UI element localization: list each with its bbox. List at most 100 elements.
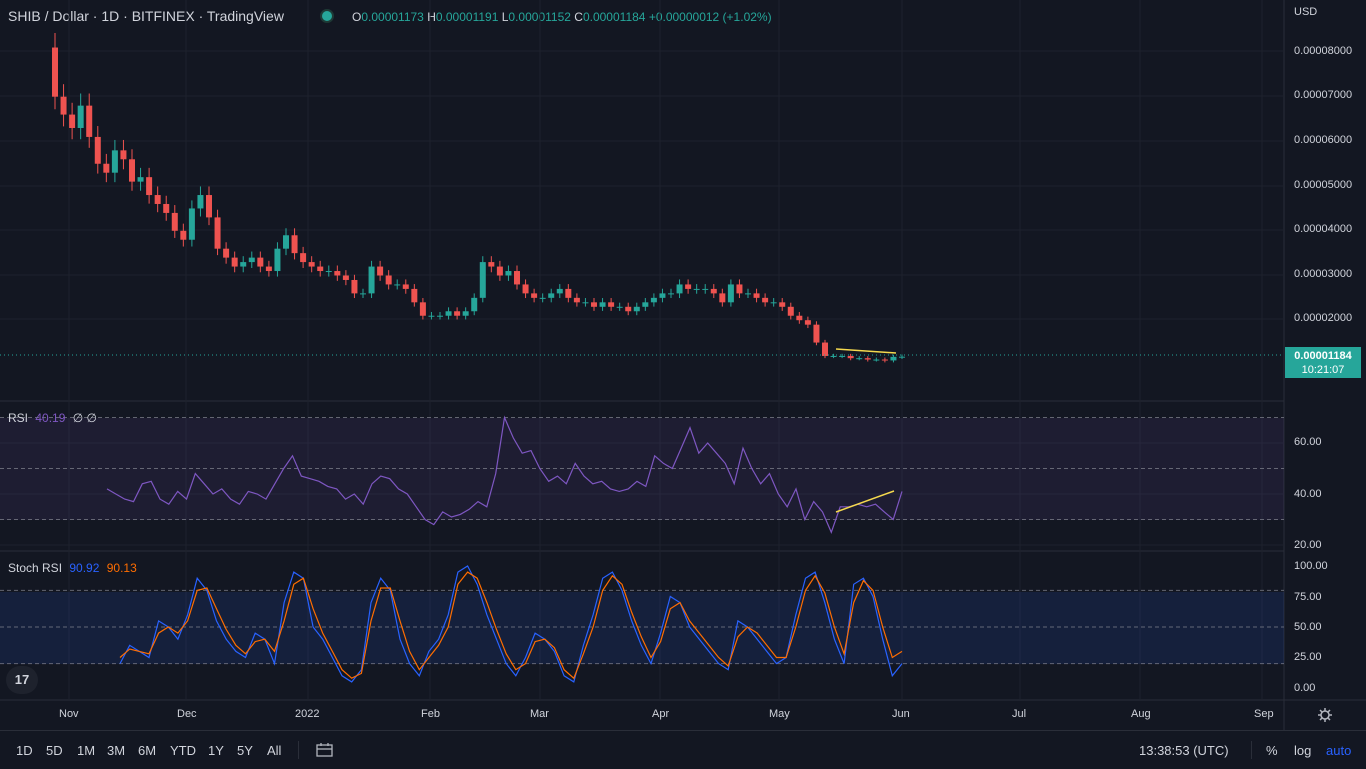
range-6m-button[interactable]: 6M [138, 743, 157, 758]
candle-body [240, 262, 247, 267]
candle-body [745, 293, 751, 295]
rsi-extra: ∅ ∅ [72, 411, 97, 425]
candle-body [137, 177, 144, 182]
candle-body [197, 195, 204, 209]
stoch-tick: 25.00 [1294, 651, 1322, 663]
market-status-dot [322, 11, 332, 21]
candle-body [77, 105, 84, 128]
candle-body [864, 358, 871, 360]
candle-body [556, 288, 563, 294]
candle-body [479, 262, 486, 298]
stoch-tick: 75.00 [1294, 591, 1322, 603]
rsi-trendline [835, 490, 895, 513]
candle-body [822, 342, 828, 356]
currency-label[interactable]: USD [1294, 6, 1318, 18]
open-value: 0.00001173 [361, 10, 424, 24]
stoch-legend[interactable]: Stoch RSI 90.92 90.13 [8, 561, 137, 575]
range-1m-button[interactable]: 1M [77, 743, 96, 758]
settings-gear-icon[interactable] [1317, 707, 1333, 723]
candle-body [899, 356, 905, 358]
candle-body [351, 279, 358, 294]
bottom-toolbar: 1D 5D 1M 3M 6M YTD 1Y 5Y All 13:38:53 (U… [0, 730, 1366, 769]
candle-body [129, 159, 135, 182]
candle-body [796, 315, 803, 321]
rsi-tick: 60.00 [1294, 436, 1322, 448]
time-tick: 2022 [295, 708, 320, 720]
candle-body [890, 356, 897, 361]
candle-body [599, 302, 606, 307]
rsi-tick: 20.00 [1294, 539, 1322, 551]
stoch-band [0, 592, 1284, 664]
tradingview-logo[interactable]: 17 [6, 666, 38, 694]
ohlc-legend: O0.00001173 H0.00001191 L0.00001152 C0.0… [352, 10, 772, 24]
range-all-button[interactable]: All [267, 743, 282, 758]
range-5y-button[interactable]: 5Y [237, 743, 253, 758]
range-ytd-button[interactable]: YTD [170, 743, 196, 758]
candle-body [753, 293, 760, 298]
candle-body [342, 275, 349, 280]
change-value: +0.00000012 (+1.02%) [648, 10, 772, 24]
rsi-line [106, 415, 903, 534]
price-tick: 0.00002000 [1294, 312, 1353, 324]
candle-body [710, 288, 717, 294]
symbol-title[interactable]: SHIB / Dollar · 1D · BITFINEX · TradingV… [8, 8, 284, 24]
rsi-legend[interactable]: RSI 40.19 ∅ ∅ [8, 411, 97, 425]
auto-scale-button[interactable]: auto [1326, 743, 1352, 758]
candle-body [727, 284, 734, 303]
high-value: 0.00001191 [435, 10, 499, 24]
high-label: H [427, 10, 436, 24]
candle-body [188, 208, 195, 240]
candle-body [146, 177, 153, 196]
time-tick: May [769, 708, 790, 720]
candle-body [265, 266, 272, 272]
candle-body [454, 311, 461, 316]
candle-body [539, 297, 546, 299]
toolbar-divider [1251, 741, 1252, 759]
time-tick: Nov [59, 708, 79, 720]
candle-body [462, 311, 469, 316]
candle-body [548, 293, 555, 298]
candle-body [839, 355, 846, 357]
range-5d-button[interactable]: 5D [46, 743, 63, 758]
stoch-d-value: 90.13 [106, 561, 137, 575]
candle-body [591, 302, 597, 307]
candle-body [120, 150, 127, 160]
candle-body [214, 217, 221, 249]
time-tick: Sep [1254, 708, 1274, 720]
candle-body [856, 358, 863, 360]
time-tick: Mar [530, 708, 549, 720]
percent-scale-button[interactable]: % [1266, 743, 1278, 758]
candle-body [325, 271, 332, 273]
time-tick: Aug [1131, 708, 1151, 720]
candle-body [582, 302, 589, 304]
log-scale-button[interactable]: log [1294, 743, 1312, 758]
candle-body [180, 230, 187, 240]
time-tick: Apr [652, 708, 670, 720]
low-label: L [501, 10, 509, 24]
range-1y-button[interactable]: 1Y [208, 743, 224, 758]
candles [52, 33, 905, 363]
utc-clock[interactable]: 13:38:53 (UTC) [1139, 743, 1229, 758]
candle-body [685, 284, 692, 289]
time-tick: Jun [892, 708, 910, 720]
date-range-icon[interactable] [316, 742, 334, 758]
candle-body [283, 235, 289, 249]
candle-body [573, 297, 580, 303]
stoch-k-line [119, 565, 903, 683]
candle-body [847, 355, 854, 359]
candle-body [291, 235, 298, 254]
candle-body [300, 253, 307, 263]
rsi-tick: 40.00 [1294, 488, 1322, 500]
rsi-value: 40.19 [35, 411, 66, 425]
candle-body [368, 266, 375, 294]
candle-body [360, 293, 366, 295]
range-1d-button[interactable]: 1D [16, 743, 33, 758]
candle-body [377, 266, 384, 276]
candle-body [471, 297, 478, 312]
candle-body [231, 257, 238, 267]
range-3m-button[interactable]: 3M [107, 743, 126, 758]
price-tick: 0.00005000 [1294, 179, 1353, 191]
candle-body [274, 248, 281, 272]
candle-body [676, 284, 683, 294]
